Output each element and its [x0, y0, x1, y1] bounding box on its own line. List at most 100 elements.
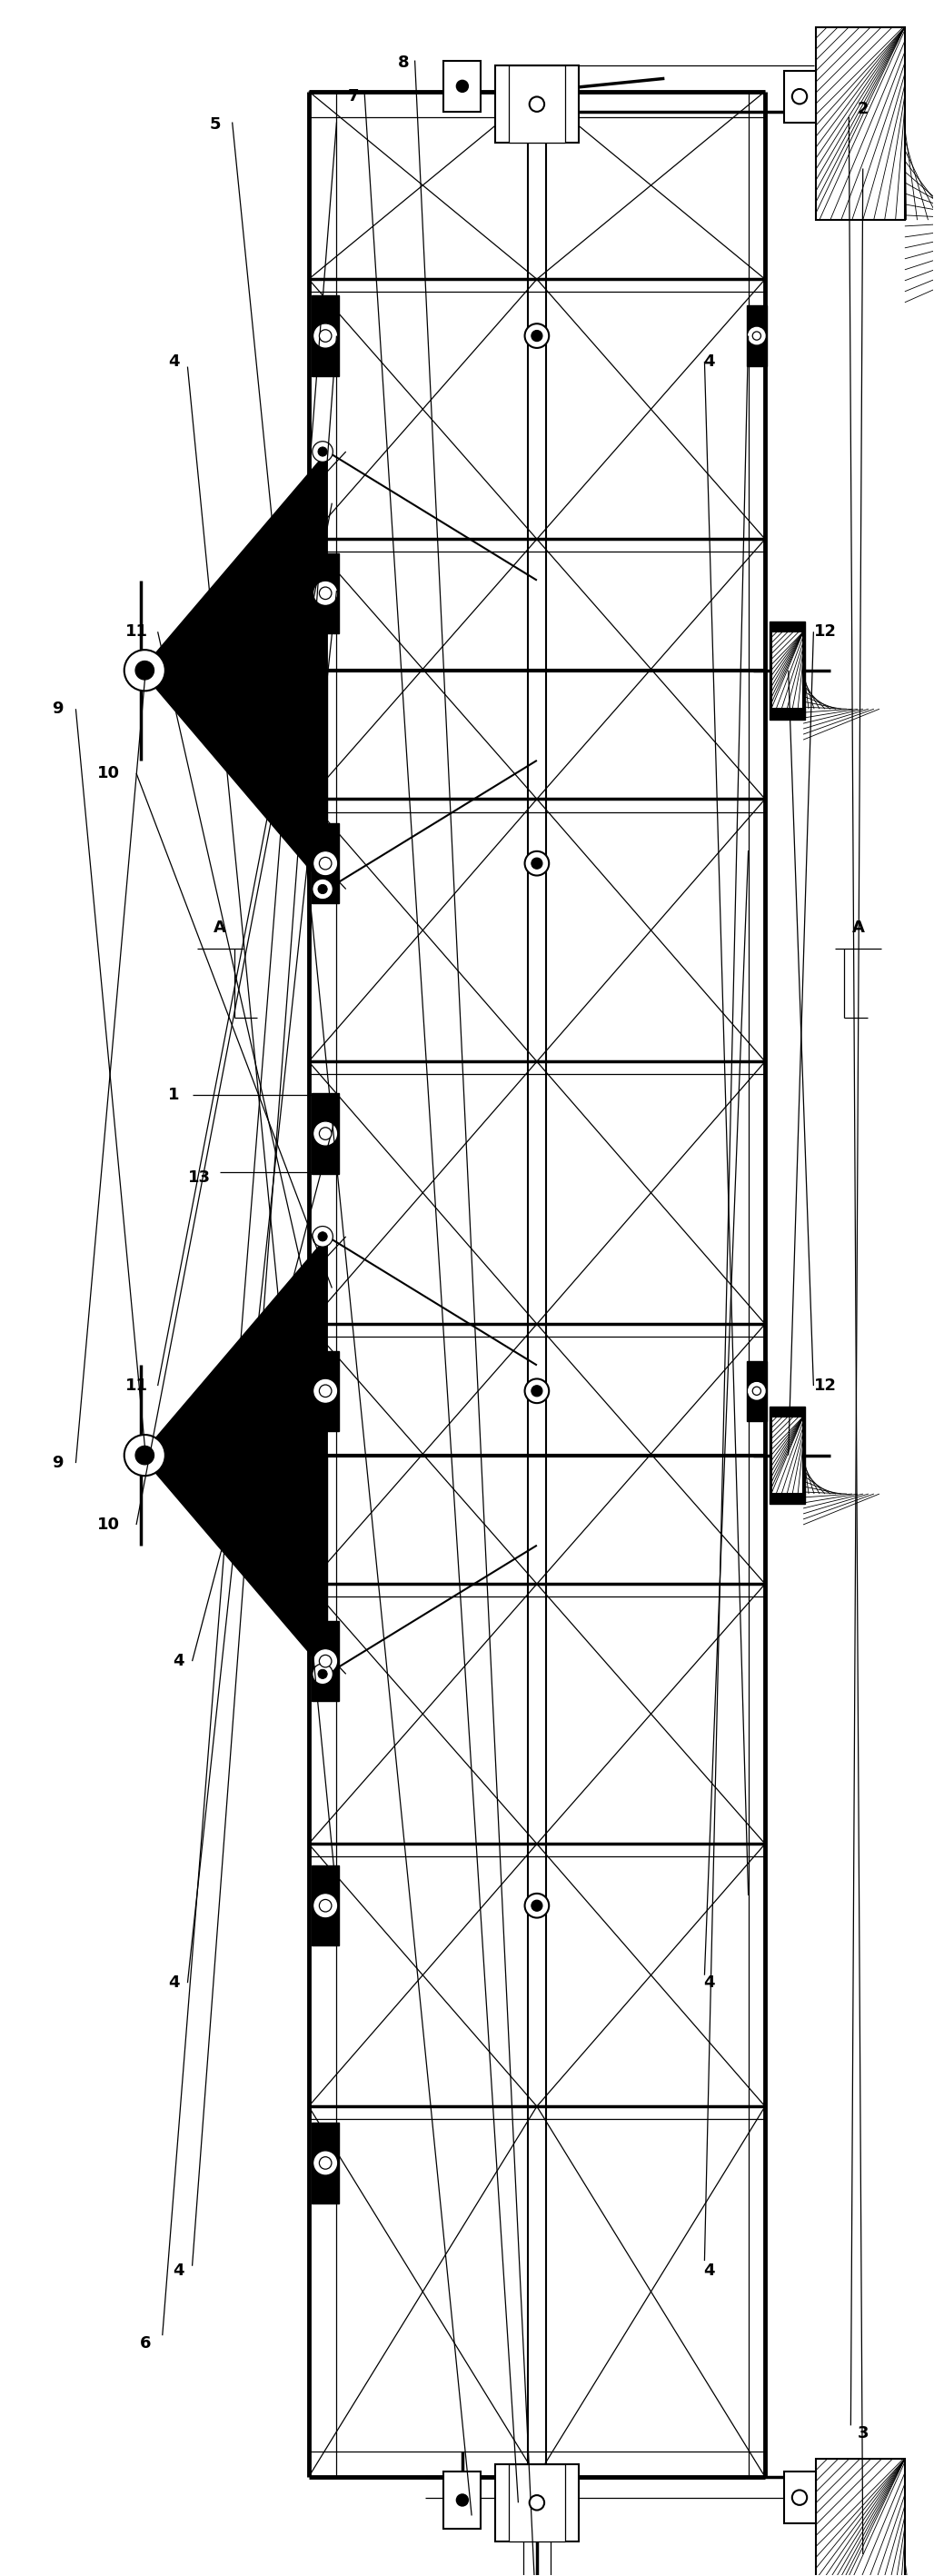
Text: A: A — [214, 920, 226, 935]
Text: 11: 11 — [125, 1378, 148, 1394]
Text: 12: 12 — [814, 1378, 837, 1394]
Circle shape — [792, 2491, 807, 2504]
Text: 13: 13 — [189, 1170, 211, 1185]
Circle shape — [525, 1893, 549, 1917]
Circle shape — [333, 1641, 336, 1643]
Circle shape — [531, 858, 543, 868]
Circle shape — [333, 1113, 336, 1118]
Bar — [771, 631, 803, 708]
Circle shape — [525, 850, 549, 876]
Text: 4: 4 — [703, 353, 715, 371]
Bar — [312, 296, 339, 376]
Bar — [312, 1350, 339, 1432]
Circle shape — [319, 1654, 332, 1667]
Text: 9: 9 — [51, 1455, 63, 1471]
Circle shape — [315, 1113, 318, 1118]
Bar — [312, 1092, 339, 1175]
Bar — [312, 554, 339, 634]
Circle shape — [530, 98, 545, 111]
Circle shape — [333, 572, 336, 577]
Circle shape — [748, 327, 765, 345]
Text: 7: 7 — [347, 88, 359, 106]
Circle shape — [315, 572, 318, 577]
Polygon shape — [141, 1236, 327, 1455]
Circle shape — [319, 330, 332, 343]
Polygon shape — [141, 1455, 327, 1674]
Bar — [312, 1620, 339, 1700]
Bar — [312, 2123, 339, 2202]
Circle shape — [314, 1381, 336, 1401]
Circle shape — [792, 90, 807, 103]
Text: 4: 4 — [173, 2262, 184, 2280]
Circle shape — [457, 80, 468, 93]
Circle shape — [315, 317, 318, 319]
Bar — [312, 824, 339, 904]
Text: 9: 9 — [51, 701, 63, 716]
Circle shape — [525, 1378, 549, 1404]
Text: A: A — [852, 920, 865, 935]
Circle shape — [333, 317, 336, 319]
Circle shape — [124, 1435, 165, 1476]
Text: 2: 2 — [857, 100, 869, 118]
Circle shape — [319, 1899, 332, 1911]
Circle shape — [312, 440, 333, 461]
Circle shape — [314, 582, 336, 605]
Polygon shape — [141, 451, 327, 670]
Circle shape — [312, 878, 333, 899]
Bar — [770, 621, 805, 719]
Text: 1: 1 — [168, 1087, 179, 1103]
Circle shape — [315, 842, 318, 848]
Bar — [495, 2465, 579, 2543]
Text: 12: 12 — [814, 623, 837, 639]
Circle shape — [314, 1123, 336, 1144]
Circle shape — [318, 1669, 327, 1680]
Circle shape — [124, 649, 165, 690]
Bar — [771, 1417, 803, 1494]
Text: 10: 10 — [97, 1517, 120, 1533]
Circle shape — [318, 1231, 327, 1242]
Bar — [444, 2473, 481, 2530]
Circle shape — [333, 842, 336, 848]
Bar — [746, 307, 767, 366]
Text: 4: 4 — [703, 1976, 715, 1991]
Circle shape — [312, 1664, 333, 1685]
Circle shape — [135, 1445, 154, 1466]
Bar — [746, 1360, 767, 1422]
Circle shape — [525, 325, 549, 348]
Text: 6: 6 — [140, 2334, 151, 2352]
Circle shape — [333, 1370, 336, 1373]
Circle shape — [319, 2156, 332, 2169]
Circle shape — [314, 1893, 336, 1917]
Bar — [771, 1417, 803, 1494]
Bar — [509, 64, 565, 142]
Text: 4: 4 — [168, 1976, 179, 1991]
Circle shape — [319, 858, 332, 871]
Circle shape — [315, 1886, 318, 1888]
Polygon shape — [141, 670, 327, 889]
Circle shape — [530, 2496, 545, 2509]
Circle shape — [315, 2143, 318, 2146]
Bar — [816, 2460, 905, 2576]
Circle shape — [319, 587, 332, 600]
Circle shape — [135, 662, 154, 680]
Circle shape — [319, 1128, 332, 1139]
Text: 4: 4 — [173, 1654, 184, 1669]
Text: 8: 8 — [398, 54, 409, 72]
Text: 10: 10 — [97, 765, 120, 781]
Bar — [816, 26, 905, 219]
Circle shape — [318, 448, 327, 456]
Text: 3: 3 — [857, 2424, 869, 2442]
Circle shape — [315, 1641, 318, 1643]
Text: 5: 5 — [210, 116, 221, 134]
Circle shape — [531, 330, 543, 340]
Text: 11: 11 — [125, 623, 148, 639]
Bar — [771, 631, 803, 708]
Text: 4: 4 — [168, 353, 179, 371]
Circle shape — [531, 1901, 543, 1911]
Circle shape — [333, 1886, 336, 1888]
Circle shape — [531, 1386, 543, 1396]
Circle shape — [318, 884, 327, 894]
Circle shape — [314, 2151, 336, 2174]
Circle shape — [748, 1383, 765, 1399]
Bar — [784, 70, 816, 121]
